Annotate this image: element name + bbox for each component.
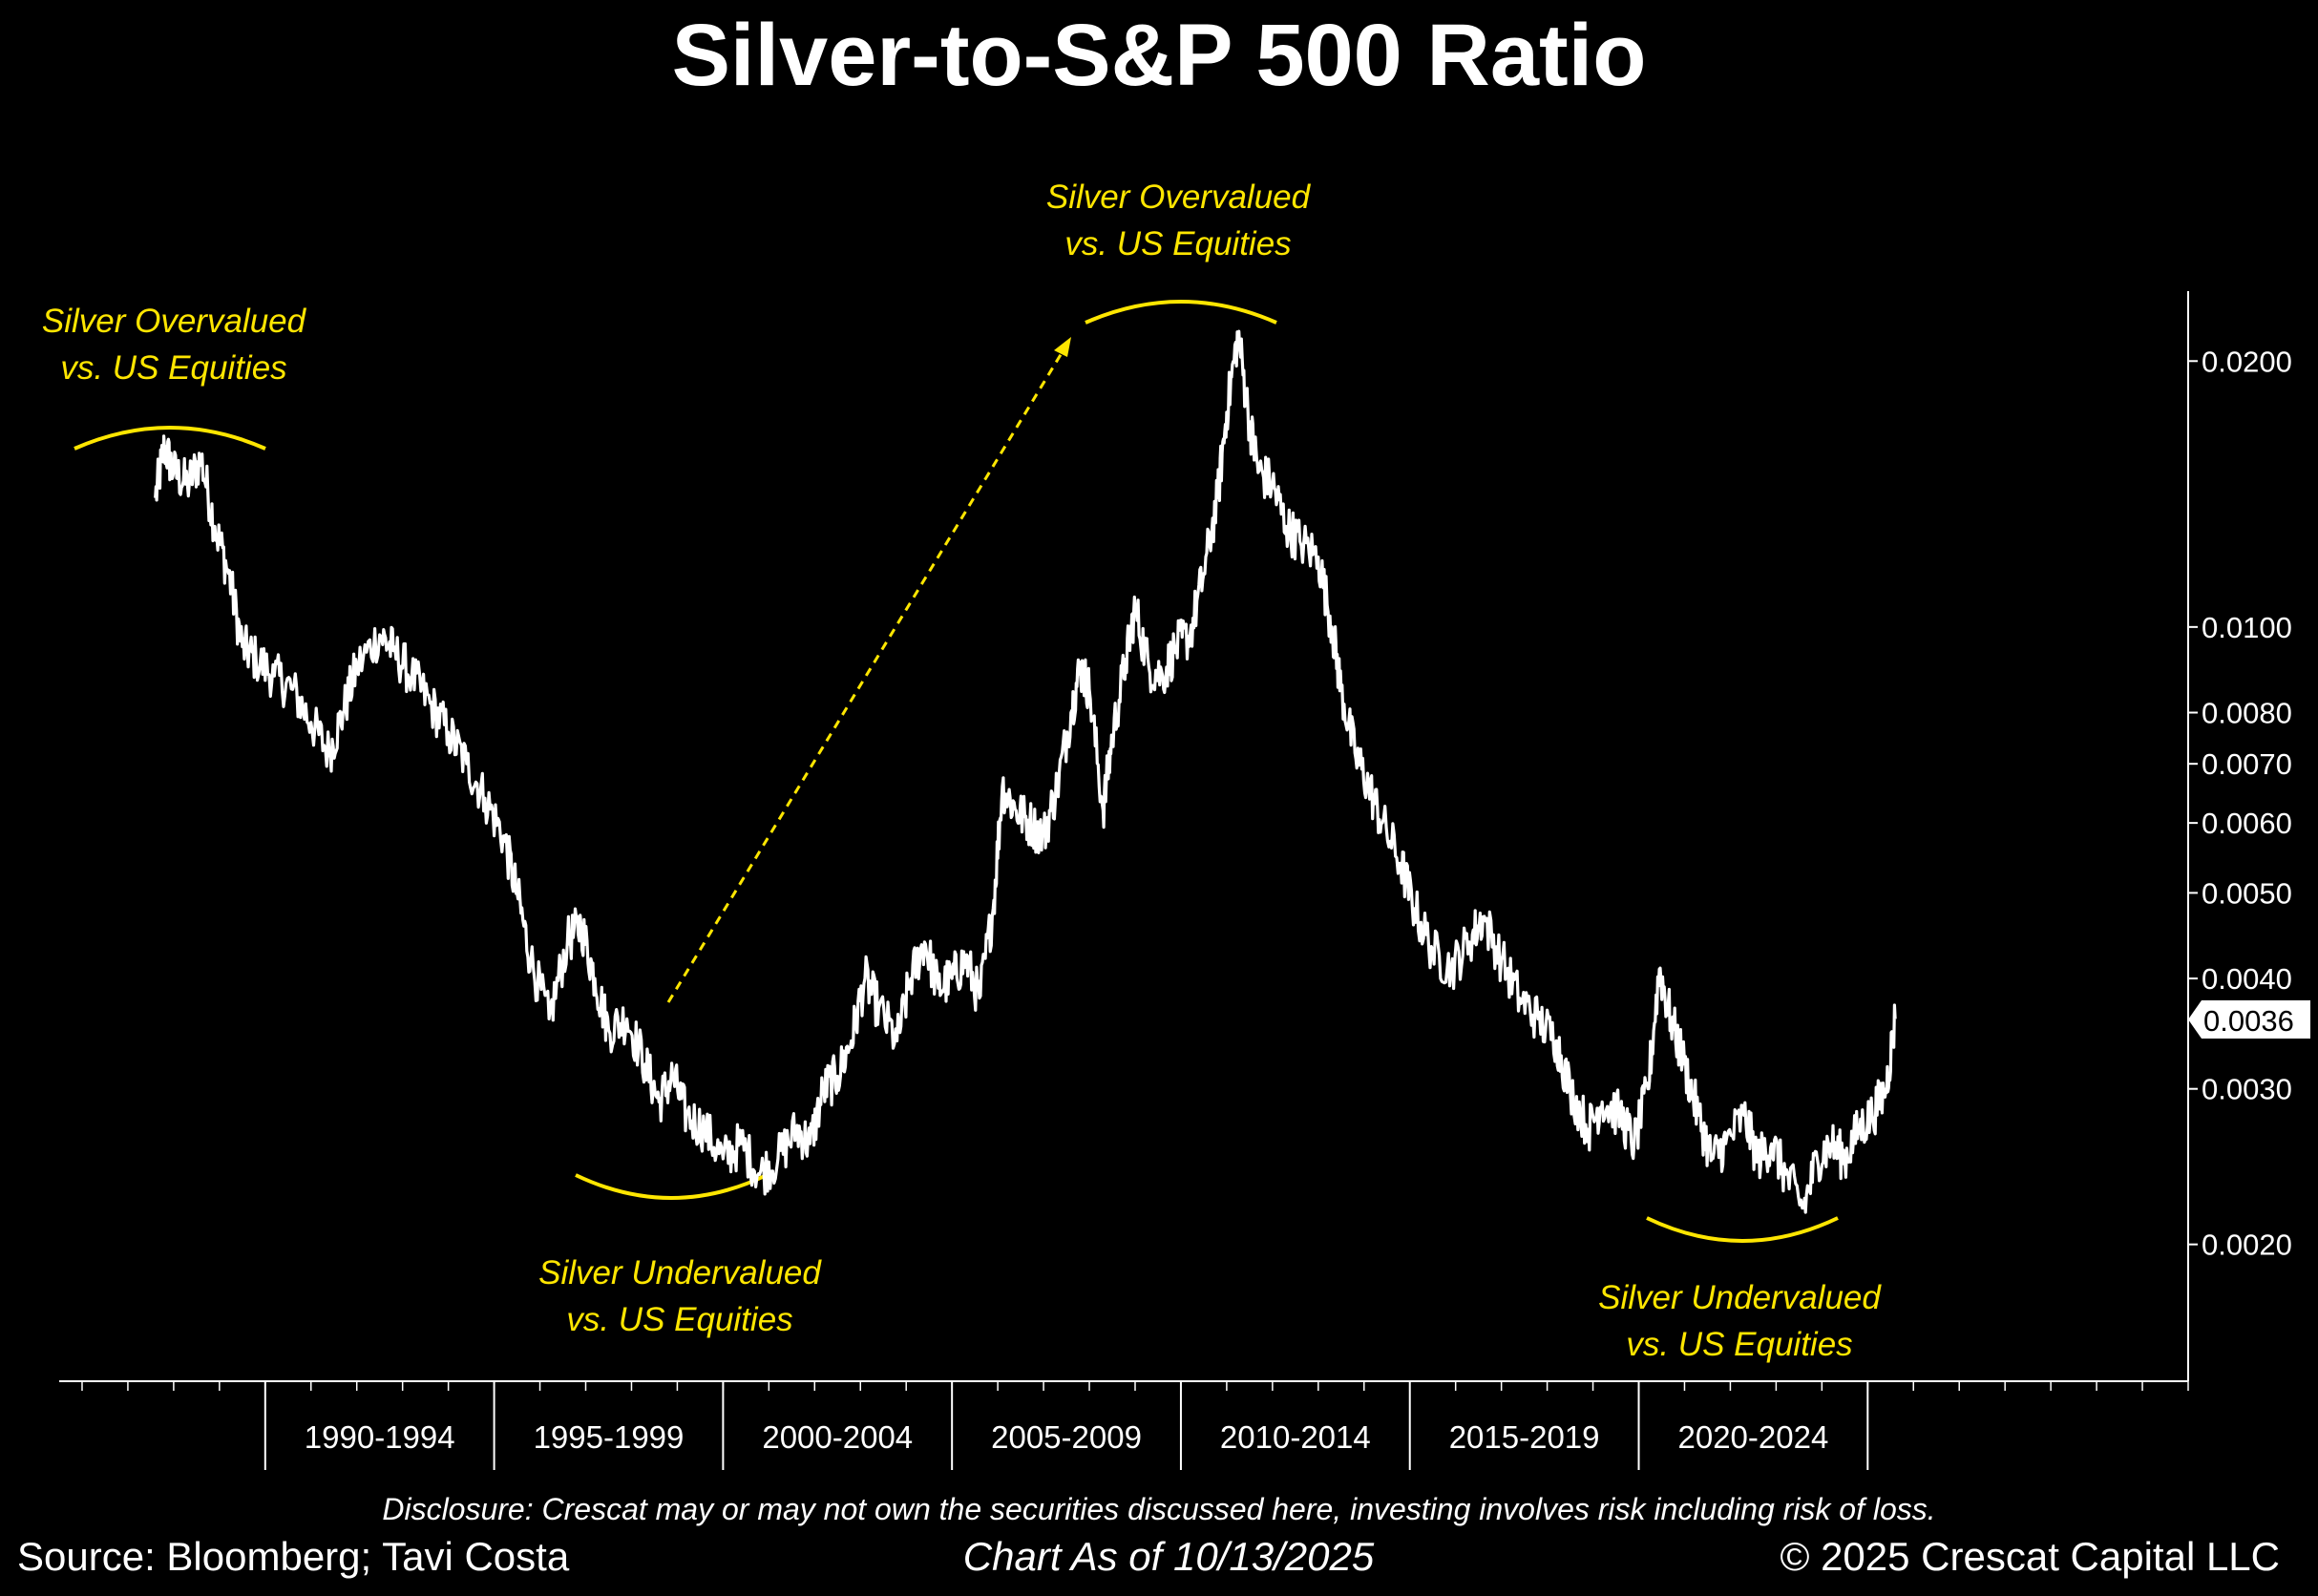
svg-text:Silver Overvalued: Silver Overvalued bbox=[42, 303, 307, 340]
annotation-arcs bbox=[74, 300, 1839, 1243]
x-tick-label: 2010-2014 bbox=[1220, 1419, 1371, 1455]
x-tick-label: 2005-2009 bbox=[991, 1419, 1142, 1455]
x-tick-label: 1995-1999 bbox=[534, 1419, 685, 1455]
y-tick-label: 0.0200 bbox=[2202, 345, 2292, 378]
y-tick-label: 0.0060 bbox=[2202, 807, 2292, 840]
series-line-group bbox=[154, 329, 1897, 1214]
svg-text:Silver Undervalued: Silver Undervalued bbox=[538, 1254, 822, 1292]
undervalued-arc-2 bbox=[1646, 1216, 1839, 1243]
as-of-text: Chart As of 10/13/2025 bbox=[962, 1534, 1375, 1579]
y-ticks: 0.0200 0.0100 0.0080 0.0070 0.0060 0.0050 0.00… bbox=[2188, 345, 2292, 1262]
svg-text:vs. US Equities: vs. US Equities bbox=[1626, 1326, 1852, 1363]
x-tick-label: 2000-2004 bbox=[762, 1419, 913, 1455]
source-text: Source: Bloomberg; Tavi Costa bbox=[17, 1534, 570, 1579]
svg-text:Silver Undervalued: Silver Undervalued bbox=[1598, 1279, 1882, 1316]
x-tick-label: 1990-1994 bbox=[305, 1419, 455, 1455]
trend-arrow bbox=[666, 337, 1071, 1003]
x-tick-label: 2020-2024 bbox=[1677, 1419, 1828, 1455]
annotation-undervalued-2: Silver Undervalued vs. US Equities bbox=[1598, 1279, 1882, 1363]
y-tick-label: 0.0020 bbox=[2202, 1228, 2292, 1262]
svg-text:vs. US Equities: vs. US Equities bbox=[566, 1301, 792, 1338]
overvalued-arc-1 bbox=[74, 426, 266, 451]
y-tick-label: 0.0030 bbox=[2202, 1073, 2292, 1106]
y-tick-label: 0.0080 bbox=[2202, 697, 2292, 730]
x-ticks: 1990-1994 1995-1999 2000-2004 2005-2009 2010… bbox=[81, 1381, 2189, 1470]
annotation-overvalued-2: Silver Overvalued vs. US Equities bbox=[1046, 178, 1312, 262]
y-tick-label: 0.0100 bbox=[2202, 611, 2292, 644]
series-line bbox=[154, 329, 1897, 1214]
undervalued-arc-1 bbox=[575, 1173, 768, 1200]
current-value-tag: 0.0036 bbox=[2188, 1000, 2310, 1039]
y-tick-label: 0.0040 bbox=[2202, 962, 2292, 996]
y-tick-label: 0.0070 bbox=[2202, 747, 2292, 781]
annotation-undervalued-1: Silver Undervalued vs. US Equities bbox=[538, 1254, 822, 1338]
svg-text:0.0036: 0.0036 bbox=[2203, 1004, 2294, 1038]
svg-text:vs. US Equities: vs. US Equities bbox=[60, 349, 286, 387]
annotation-overvalued-1: Silver Overvalued vs. US Equities bbox=[42, 303, 307, 387]
svg-text:Silver Overvalued: Silver Overvalued bbox=[1046, 178, 1312, 216]
svg-text:vs. US Equities: vs. US Equities bbox=[1064, 225, 1291, 262]
x-tick-label: 2015-2019 bbox=[1449, 1419, 1600, 1455]
chart-title: Silver-to-S&P 500 Ratio bbox=[671, 7, 1647, 104]
y-tick-label: 0.0050 bbox=[2202, 876, 2292, 910]
chart-frame bbox=[59, 291, 2189, 1382]
disclosure-text: Disclosure: Crescat may or may not own t… bbox=[382, 1492, 1936, 1526]
chart-svg: 0.0200 0.0100 0.0080 0.0070 0.0060 0.0050 0.00… bbox=[42, 178, 2310, 1470]
overvalued-arc-2 bbox=[1085, 300, 1277, 325]
copyright-text: © 2025 Crescat Capital LLC bbox=[1780, 1534, 2280, 1579]
